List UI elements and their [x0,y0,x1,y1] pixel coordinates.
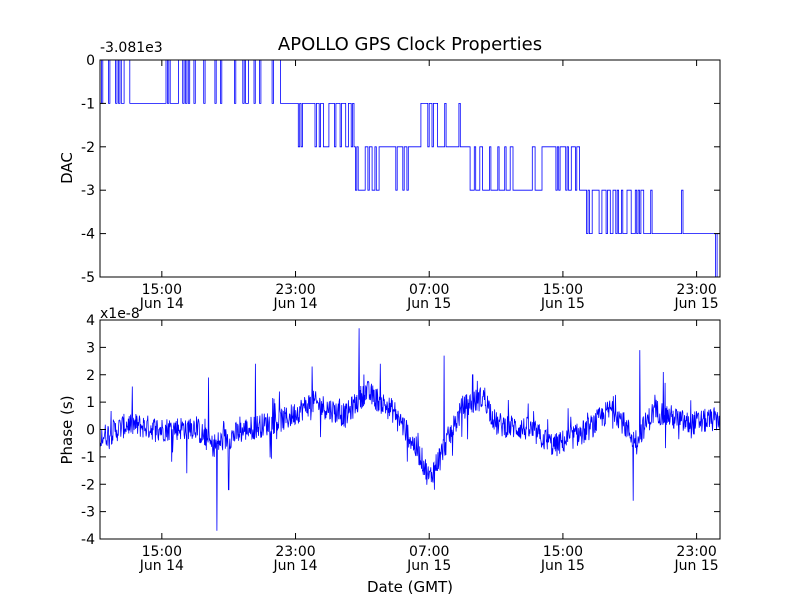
phase-xtick-date: Jun 14 [139,558,184,574]
dac-ytick-label: -4 [81,227,95,243]
dac-ytick-label: 0 [86,53,95,69]
phase-ytick-label: 3 [86,340,95,356]
phase-ytick-label: 1 [86,395,95,411]
dac-series-line [100,60,720,277]
phase-xtick-time: 15:00 [543,544,583,560]
dac-ytick-label: -5 [81,270,95,286]
dac-xtick-time: 15:00 [142,282,182,298]
dac-ytick-label: -2 [81,140,95,156]
phase-ytick-label: -3 [81,505,95,521]
figure-title: APOLLO GPS Clock Properties [278,34,542,55]
phase-xtick-date: Jun 15 [540,558,585,574]
phase-y-axis-label: Phase (s) [58,395,76,464]
phase-xtick-date: Jun 15 [406,558,451,574]
phase-ytick-label: 4 [86,313,95,329]
phase-xtick-time: 07:00 [409,544,449,560]
phase-xtick-date: Jun 14 [272,558,317,574]
dac-xtick-time: 07:00 [409,282,449,298]
phase-ytick-label: -2 [81,477,95,493]
dac-series-group [100,60,720,277]
phase-ytick-label: 2 [86,368,95,384]
dac-xtick-date: Jun 14 [139,296,184,312]
dac-xtick-date: Jun 15 [674,296,719,312]
phase-ytick-label: 0 [86,423,95,439]
phase-series-group [100,328,720,531]
dac-xtick-time: 23:00 [275,282,315,298]
dac-axes-frame [99,59,721,278]
dac-xtick-date: Jun 15 [406,296,451,312]
phase-x-axis-label: Date (GMT) [367,578,453,596]
phase-offset-label: x1e-8 [100,306,140,322]
phase-series-line [100,328,720,531]
phase-xtick-time: 23:00 [676,544,716,560]
phase-xtick-date: Jun 15 [674,558,719,574]
dac-ytick-label: -3 [81,183,95,199]
phase-ytick-label: -4 [81,532,95,548]
phase-xtick-time: 15:00 [142,544,182,560]
dac-offset-label: -3.081e3 [100,40,163,56]
phase-ytick-label: -1 [81,450,95,466]
dac-xtick-date: Jun 15 [540,296,585,312]
dac-ytick-label: -1 [81,96,95,112]
phase-xtick-time: 23:00 [275,544,315,560]
dac-xtick-date: Jun 14 [272,296,317,312]
dac-y-axis-label: DAC [58,152,76,184]
dac-xtick-time: 23:00 [676,282,716,298]
dac-xtick-time: 15:00 [543,282,583,298]
